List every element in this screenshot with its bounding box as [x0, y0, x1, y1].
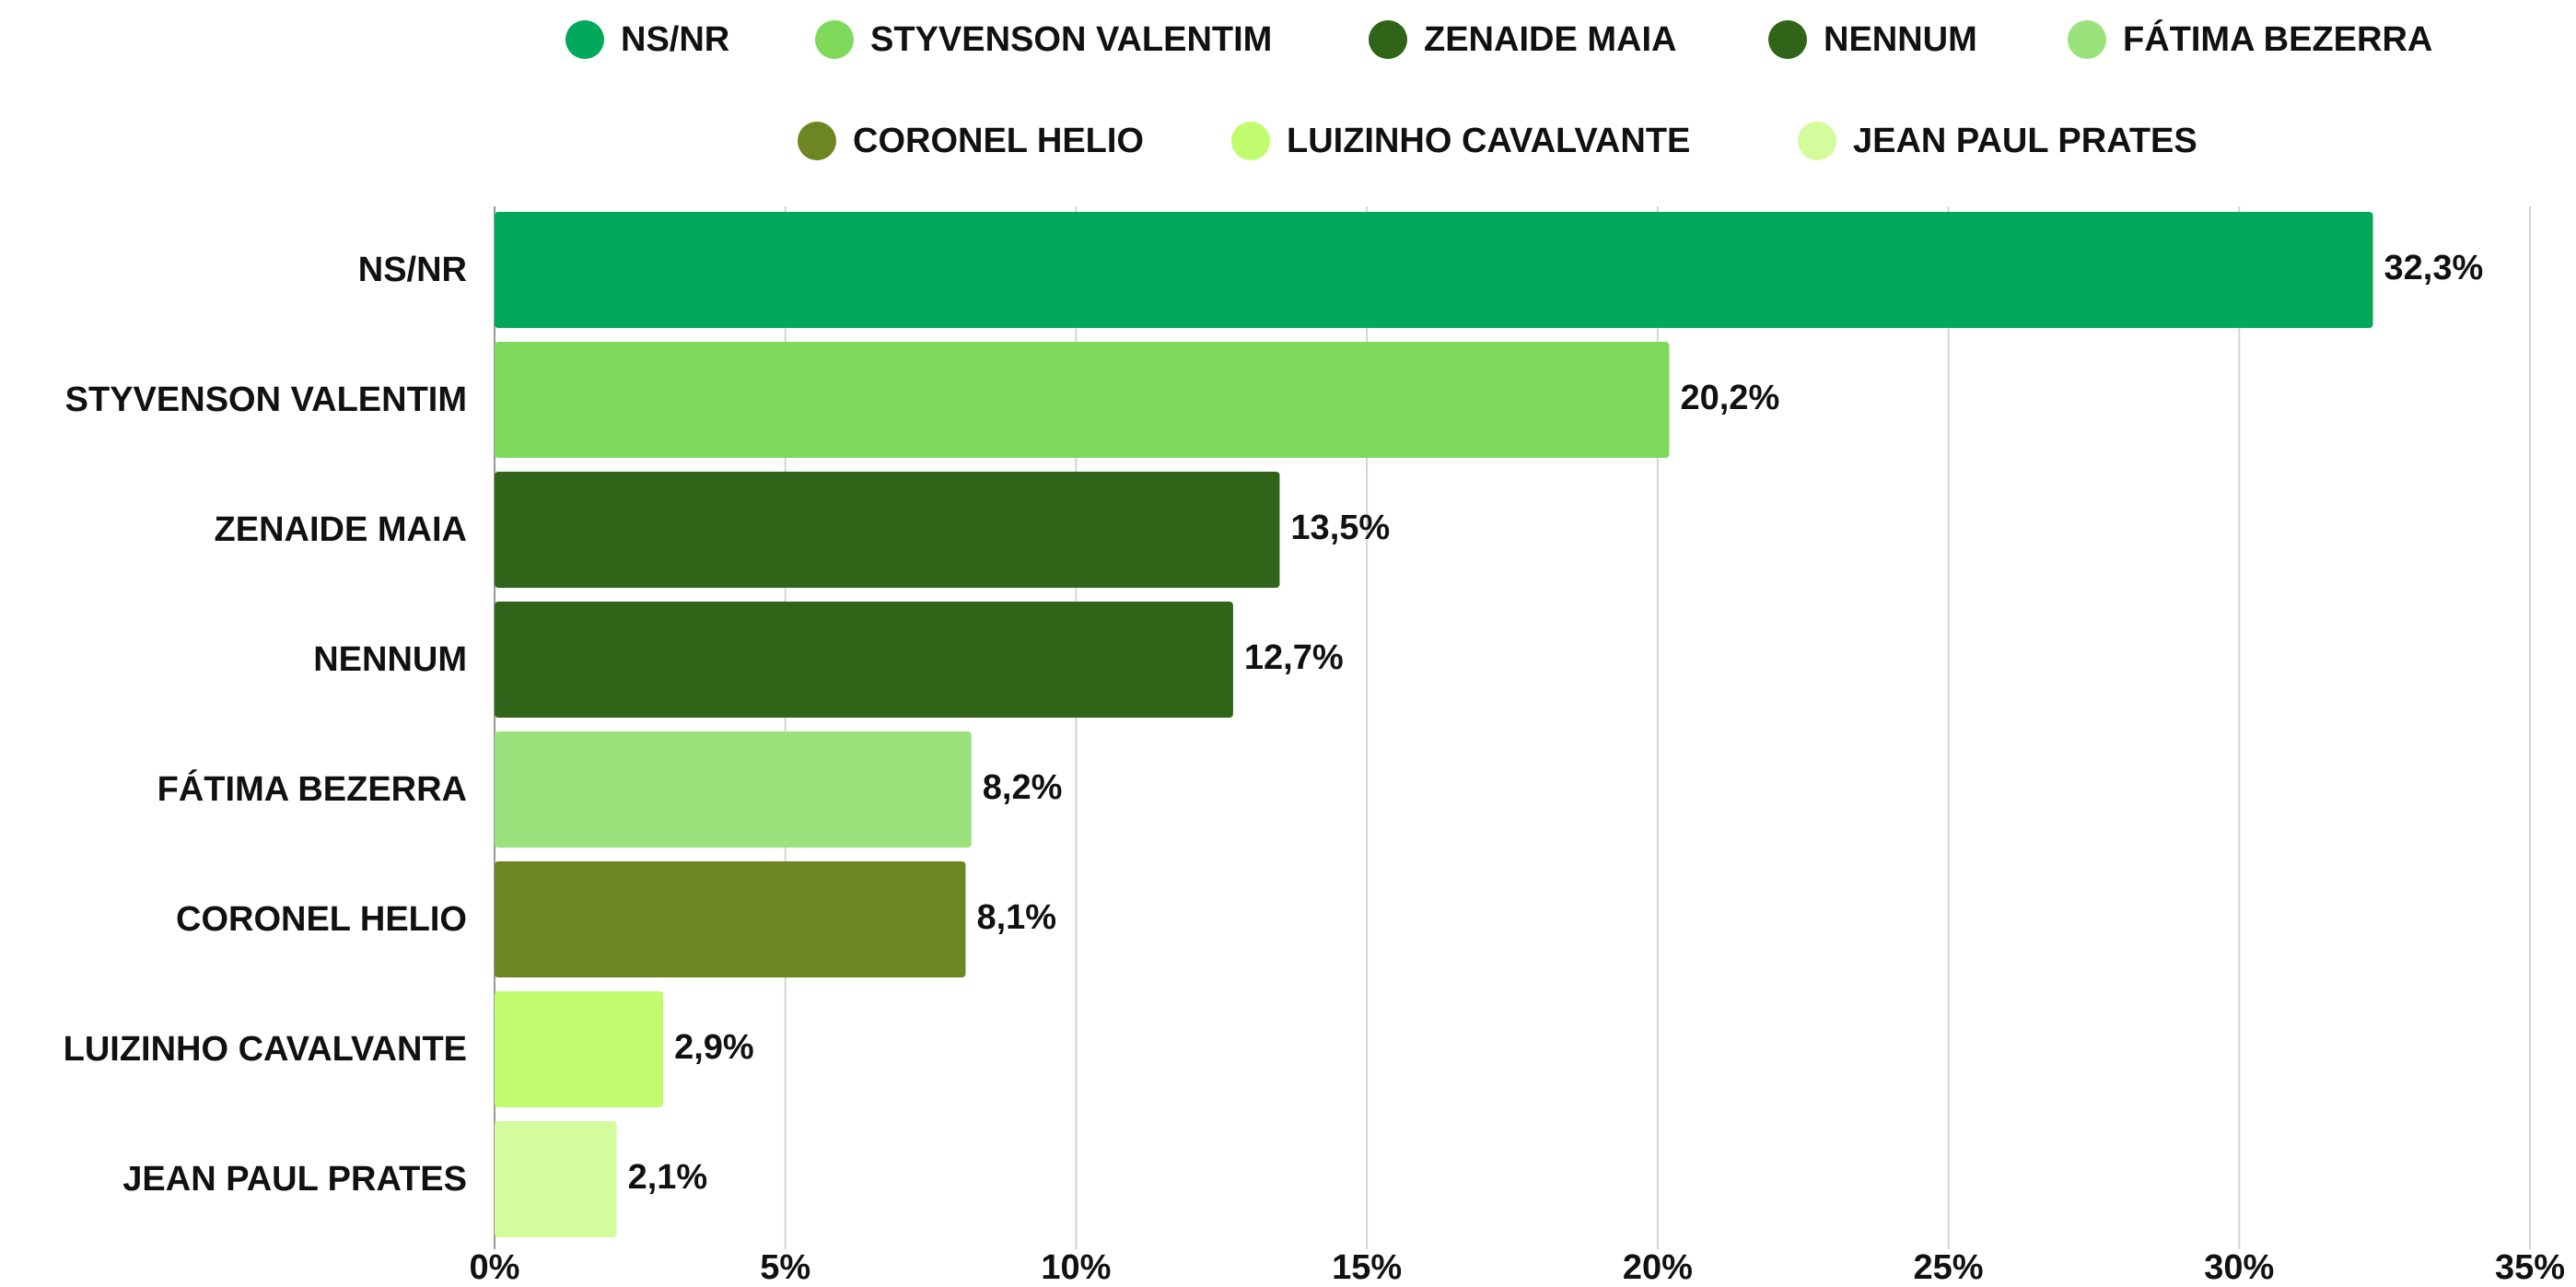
category-label: ZENAIDE MAIA — [215, 510, 467, 549]
x-tick-label: 0% — [470, 1248, 520, 1287]
legend-marker — [1369, 20, 1407, 59]
value-label: 8,1% — [976, 898, 1056, 937]
category-label: FÁTIMA BEZERRA — [157, 768, 467, 809]
legend-label: LUIZINHO CAVALVANTE — [1287, 122, 1690, 160]
bar — [495, 1121, 617, 1237]
x-tick-label: 10% — [1041, 1248, 1111, 1287]
x-tick-label: 15% — [1332, 1248, 1402, 1287]
value-label: 20,2% — [1680, 379, 1779, 417]
legend-marker — [798, 122, 836, 160]
value-label: 2,1% — [628, 1158, 708, 1197]
legend-marker — [815, 20, 854, 59]
legend-label: JEAN PAUL PRATES — [1853, 122, 2197, 160]
value-label: 12,7% — [1244, 638, 1344, 677]
legend-label: ZENAIDE MAIA — [1424, 20, 1676, 59]
category-label: LUIZINHO CAVALVANTE — [64, 1030, 467, 1069]
x-tick-label: 5% — [760, 1248, 810, 1287]
legend-label: NS/NR — [621, 20, 729, 59]
legend-label: FÁTIMA BEZERRA — [2123, 18, 2432, 59]
legend-marker — [2068, 20, 2106, 59]
x-tick-label: 20% — [1623, 1248, 1693, 1287]
x-tick-label: 35% — [2495, 1248, 2565, 1287]
category-label: STYVENSON VALENTIM — [65, 380, 467, 419]
legend-marker — [1768, 20, 1807, 59]
bar — [495, 991, 664, 1107]
x-tick-label: 25% — [1914, 1248, 1984, 1287]
value-label: 32,3% — [2384, 249, 2484, 287]
value-label: 2,9% — [674, 1028, 754, 1067]
value-label: 13,5% — [1290, 509, 1390, 547]
bar — [495, 212, 2373, 328]
category-label: NS/NR — [358, 251, 467, 289]
legend-marker — [565, 20, 604, 59]
bar — [495, 342, 1670, 458]
value-label: 8,2% — [983, 768, 1063, 807]
x-tick-label: 30% — [2204, 1248, 2274, 1287]
legend-label: NENNUM — [1824, 20, 1977, 59]
bar — [495, 602, 1233, 718]
bar — [495, 731, 972, 848]
legend-label: CORONEL HELIO — [853, 122, 1144, 160]
category-label: NENNUM — [313, 640, 467, 679]
bar — [495, 472, 1280, 588]
category-label: CORONEL HELIO — [176, 900, 467, 939]
legend-label: STYVENSON VALENTIM — [870, 20, 1272, 59]
category-label: JEAN PAUL PRATES — [122, 1160, 467, 1199]
legend-marker — [1231, 122, 1270, 160]
legend-marker — [1798, 122, 1836, 160]
bar — [495, 861, 966, 977]
